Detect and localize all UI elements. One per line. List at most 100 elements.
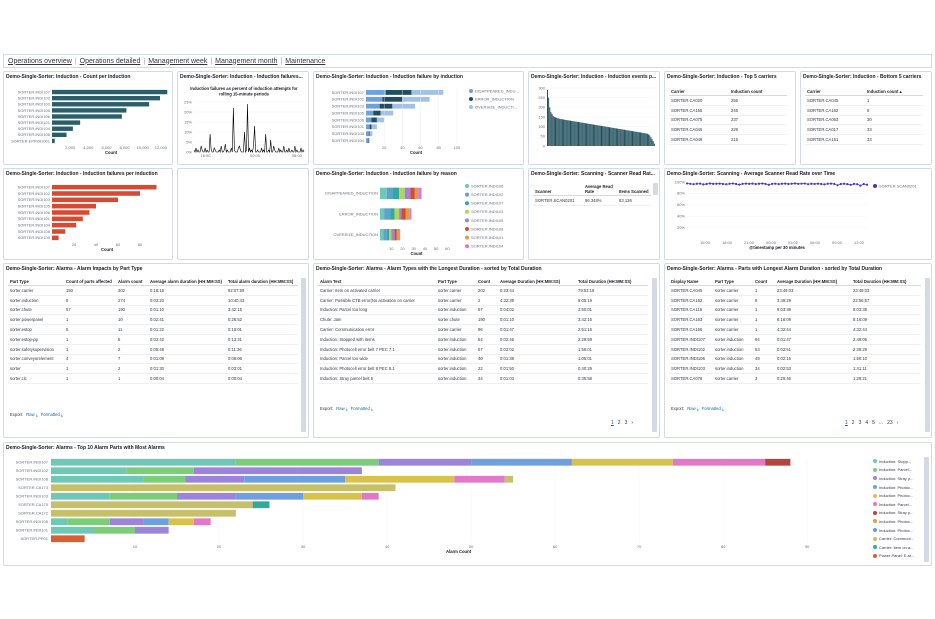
page-link[interactable]: 4: [865, 420, 869, 426]
column-header[interactable]: Part Type: [713, 278, 753, 286]
legend-item[interactable]: Induction: Photoc...: [873, 483, 914, 492]
export-formatted-link[interactable]: Formatted ⤓: [40, 412, 63, 417]
export-formatted-link[interactable]: Formatted ⤓: [701, 406, 724, 411]
legend-item[interactable]: Induction: Parcel...: [873, 500, 914, 509]
legend-label: Induction: Stray p...: [879, 475, 914, 481]
page-link[interactable]: 5: [872, 420, 875, 426]
table-cell: sorter.carrier: [713, 324, 753, 335]
table-header-row: Display Name Part Type Count Average Durati…: [669, 278, 921, 286]
column-header[interactable]: Induction count ▴: [865, 88, 923, 96]
column-header[interactable]: Alarm Text: [318, 278, 436, 286]
bar: [625, 129, 627, 146]
export-raw-link[interactable]: Raw ⤓: [26, 412, 38, 417]
legend-item[interactable]: Induction: Photoc...: [873, 526, 914, 535]
scrollbar[interactable]: [652, 278, 657, 432]
nav-link-operations-overview[interactable]: Operations overview: [8, 57, 72, 65]
legend-item[interactable]: Carrier: Communi...: [873, 534, 914, 543]
column-header[interactable]: Average Read Rate: [583, 183, 617, 196]
nav-link-management-month[interactable]: Management month: [215, 57, 278, 65]
legend-item[interactable]: Induction: Stopp...: [873, 457, 914, 466]
x-tick-label: 21:00: [744, 240, 755, 245]
table-row: sorter.safetysupervision 1 2 0:05:48 0:11:36: [8, 344, 298, 355]
category-label: SORTER.PP01: [21, 536, 49, 541]
column-header[interactable]: Display Name: [669, 278, 713, 286]
data-point: [754, 182, 757, 186]
column-header[interactable]: Total alarm duration (HH:MM:SS): [226, 278, 298, 286]
category-label: SORTER.INDI103: [18, 102, 51, 107]
page-link[interactable]: 1: [611, 420, 614, 426]
legend-scrollbar[interactable]: [924, 457, 929, 562]
legend-item[interactable]: Carrier: Item on a...: [873, 543, 914, 552]
column-header[interactable]: Items Scanned: [617, 183, 651, 196]
bar-segment: [135, 526, 169, 534]
export-formatted-link[interactable]: Formatted ⤓: [350, 406, 373, 411]
page-link[interactable]: 3: [858, 420, 862, 426]
table-cell: 3:50:01: [576, 305, 648, 316]
table-cell: 0:11:36: [226, 344, 298, 355]
panel-induction-events: Demo-Single-Sorter: Induction - Inductio…: [528, 71, 660, 165]
legend-item[interactable]: Induction: Stray p...: [873, 509, 914, 518]
legend-item[interactable]: Induction: Parcel...: [873, 466, 914, 475]
column-header[interactable]: Carrier: [805, 88, 865, 96]
column-header[interactable]: Total Duration (HH:MM:SS): [851, 278, 921, 286]
column-header[interactable]: Carrier: [669, 88, 729, 96]
page-link[interactable]: 2: [617, 420, 621, 426]
scrollbar[interactable]: [301, 278, 306, 432]
panel-alarm-types-duration: Demo-Single-Sorter: Alarms - Alarm Types…: [313, 263, 660, 438]
column-header[interactable]: Average Duration (HH:MM:SS): [498, 278, 576, 286]
nav-link-management-week[interactable]: Management week: [148, 57, 208, 65]
top-carriers-table: Carrier Induction count SORTER.CA020 256 SOR…: [669, 88, 787, 145]
data-point: [852, 182, 856, 185]
bar: [604, 126, 606, 146]
column-header[interactable]: Count: [753, 278, 775, 286]
nav-link-operations-detailed[interactable]: Operations detailed: [79, 57, 141, 65]
scrollbar[interactable]: [925, 278, 930, 432]
export-raw-link[interactable]: Raw ⤓: [687, 406, 699, 411]
column-header[interactable]: Part Type: [8, 278, 64, 286]
column-header[interactable]: Part Type: [436, 278, 476, 286]
next-page-button[interactable]: ›: [631, 420, 634, 426]
bar-segment: [386, 90, 412, 95]
column-header[interactable]: Alarm count: [116, 278, 148, 286]
table-cell: 23:49:03: [775, 285, 851, 296]
table-cell: 1:41:11: [851, 363, 921, 375]
legend-item[interactable]: Induction: Photoc...: [873, 491, 914, 500]
column-header[interactable]: Induction count: [729, 88, 787, 96]
x-tick-label: 30: [411, 246, 416, 251]
legend-item[interactable]: Power Panel: E-st...: [873, 552, 914, 561]
export-raw-link[interactable]: Raw ⤓: [336, 406, 348, 411]
column-header[interactable]: Total Duration (HH:MM:SS): [576, 278, 648, 286]
table-cell: sorter.carrier: [713, 295, 753, 306]
table-cell: 2:29:59: [576, 334, 648, 345]
table-cell: 2:39:29: [851, 344, 921, 355]
page-link[interactable]: 23: [887, 420, 893, 426]
nav-link-maintenance[interactable]: Maintenance: [285, 57, 326, 65]
legend-item[interactable]: Induction: Stray p...: [873, 474, 914, 483]
column-header[interactable]: Scanner: [533, 183, 583, 196]
page-link[interactable]: 1: [845, 420, 848, 426]
column-header[interactable]: Average alarm duration (HH:MM:SS): [148, 278, 226, 286]
y-tick-label: 0: [543, 143, 546, 148]
next-page-button[interactable]: ›: [896, 420, 899, 426]
table-row: sorter.powerpanel 1 10 0:02:41 0:26:52: [8, 314, 298, 326]
x-tick-label: 10: [133, 544, 138, 549]
page-link[interactable]: 2: [851, 420, 855, 426]
table-row: Induction: Parcel too long sorter.inducti…: [318, 305, 648, 316]
data-point: [689, 182, 692, 185]
data-point: [839, 182, 842, 186]
table-cell: 94: [753, 334, 775, 345]
table-row: SORTER.INDI102 sorter.induction 53 0:02:51 2…: [669, 344, 921, 355]
x-tick-label: 4,000: [83, 145, 94, 150]
table-header-row: Scanner Average Read Rate Items Scanned: [533, 183, 651, 196]
legend-item[interactable]: Induction: Photoc...: [873, 517, 914, 526]
table-cell: 0:40:29: [576, 363, 648, 375]
bar-segment: [143, 475, 186, 483]
column-header[interactable]: Count of parts affected: [64, 278, 116, 286]
data-point: [744, 182, 748, 185]
page-link[interactable]: 3: [624, 420, 628, 426]
column-header[interactable]: Average Duration (HH:MM:SS): [775, 278, 851, 286]
column-header[interactable]: Count: [476, 278, 498, 286]
scrollbar[interactable]: [653, 183, 658, 195]
bar-segment: [51, 518, 68, 526]
table-cell: 23:49:03: [851, 285, 921, 296]
